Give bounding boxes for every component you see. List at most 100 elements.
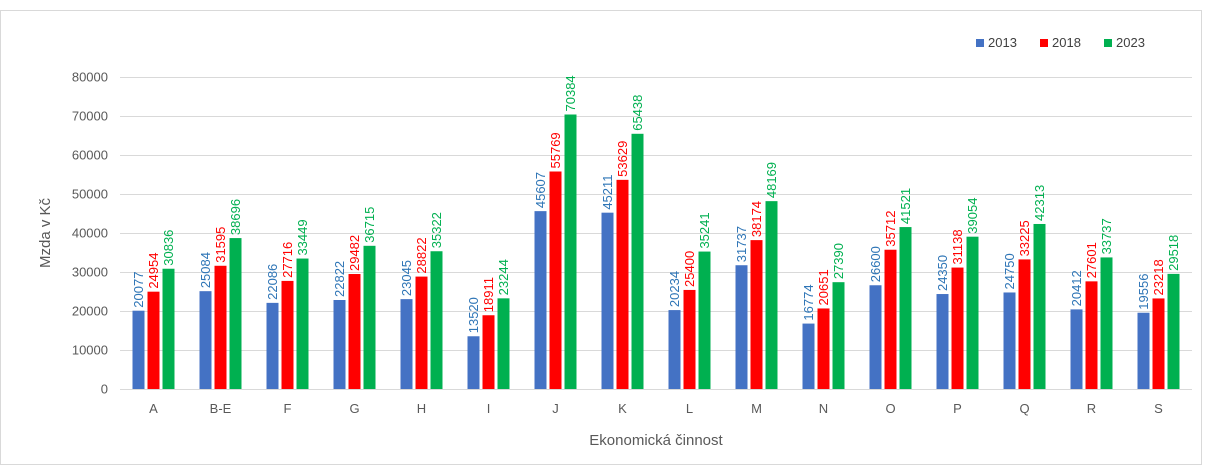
data-label-2013-P: 24350: [935, 255, 950, 291]
bar-2013-R: [1070, 309, 1083, 389]
data-label-2013-B-E: 25084: [198, 252, 213, 288]
y-tick-label: 60000: [72, 148, 108, 163]
bar-2013-O: [869, 285, 882, 389]
x-tick-label: H: [417, 401, 426, 416]
data-label-2013-Q: 24750: [1002, 253, 1017, 289]
data-label-2013-H: 23045: [399, 260, 414, 296]
data-label-2018-I: 18911: [481, 277, 496, 312]
bar-2023-P: [966, 236, 979, 389]
data-label-2023-I: 23244: [496, 259, 511, 295]
data-label-2018-B-E: 31595: [213, 227, 228, 263]
data-label-2013-L: 20234: [667, 271, 682, 307]
y-axis-title: Mzda v Kč: [37, 197, 54, 268]
legend: 2013 2018 2023: [976, 35, 1145, 50]
data-label-2013-R: 20412: [1069, 270, 1084, 306]
data-label-2013-S: 19556: [1136, 274, 1151, 310]
data-label-2018-R: 27601: [1084, 242, 1099, 278]
x-tick-label: Q: [1019, 401, 1029, 416]
data-label-2023-M: 48169: [764, 162, 779, 198]
bar-2013-M: [735, 265, 748, 389]
bar-2013-N: [802, 323, 815, 389]
bar-2018-P: [951, 267, 964, 389]
bar-2013-P: [936, 294, 949, 389]
data-label-2018-P: 31138: [950, 229, 965, 264]
bar-2018-A: [147, 291, 160, 389]
data-label-2023-R: 33737: [1099, 218, 1114, 254]
bar-2023-K: [631, 133, 644, 389]
bar-2023-J: [564, 114, 577, 389]
bar-2023-B-E: [229, 238, 242, 389]
legend-swatch-2013: [976, 39, 984, 47]
bar-2023-F: [296, 258, 309, 389]
bar-2018-N: [817, 308, 830, 389]
data-label-2018-K: 53629: [615, 141, 630, 177]
x-tick-label: J: [552, 401, 559, 416]
data-label-2023-K: 65438: [630, 95, 645, 131]
data-label-2023-G: 36715: [362, 207, 377, 243]
bar-2023-R: [1100, 257, 1113, 389]
bar-2018-F: [281, 280, 294, 389]
data-label-2013-I: 13520: [466, 297, 481, 333]
data-label-2018-J: 55769: [548, 132, 563, 168]
bar-2018-O: [884, 249, 897, 389]
bar-2018-R: [1085, 281, 1098, 389]
bar-2023-A: [162, 268, 175, 389]
bar-2018-K: [616, 179, 629, 389]
bar-2023-L: [698, 251, 711, 389]
data-label-2023-B-E: 38696: [228, 199, 243, 235]
data-label-2018-A: 24954: [146, 253, 161, 289]
y-tick-label: 80000: [72, 70, 108, 85]
y-tick-label: 20000: [72, 304, 108, 319]
data-label-2018-G: 29482: [347, 235, 362, 271]
bar-2023-H: [430, 251, 443, 389]
x-tick-label: I: [487, 401, 491, 416]
bar-2018-H: [415, 276, 428, 389]
data-label-2018-L: 25400: [682, 251, 697, 287]
bar-2023-Q: [1033, 223, 1046, 389]
bar-2013-I: [467, 336, 480, 389]
bar-2023-M: [765, 201, 778, 389]
data-label-2023-J: 70384: [563, 75, 578, 111]
y-tick-label: 30000: [72, 265, 108, 280]
bar-2013-L: [668, 310, 681, 389]
y-tick-label: 70000: [72, 109, 108, 124]
data-label-2013-F: 22086: [265, 264, 280, 300]
data-label-2018-O: 35712: [883, 211, 898, 247]
y-tick-label: 10000: [72, 343, 108, 358]
bar-2013-K: [601, 212, 614, 389]
x-axis-ticks: A B-E F G H I J K L M N O P Q R S: [149, 401, 1163, 416]
data-label-2013-G: 22822: [332, 261, 347, 297]
legend-swatch-2018: [1040, 39, 1048, 47]
bar-2023-S: [1167, 273, 1180, 389]
x-tick-label: L: [686, 401, 693, 416]
data-label-2013-O: 26600: [868, 246, 883, 282]
data-label-2013-A: 20077: [131, 272, 146, 308]
bar-2018-L: [683, 289, 696, 389]
data-label-2018-N: 20651: [816, 269, 831, 305]
bar-2013-B-E: [199, 291, 212, 389]
data-label-2023-S: 29518: [1166, 235, 1181, 271]
data-label-2023-P: 39054: [965, 198, 980, 234]
data-label-2023-A: 30836: [161, 230, 176, 266]
bar-2018-G: [348, 274, 361, 389]
data-label-2023-Q: 42313: [1032, 185, 1047, 221]
legend-swatch-2023: [1104, 39, 1112, 47]
bar-2018-J: [549, 171, 562, 389]
x-tick-label: A: [149, 401, 158, 416]
bar-2023-I: [497, 298, 510, 389]
bar-2018-M: [750, 240, 763, 389]
data-label-2023-O: 41521: [898, 188, 913, 224]
x-tick-label: P: [953, 401, 962, 416]
x-axis-title: Ekonomická činnost: [589, 432, 723, 449]
y-axis-ticks: 0 10000 20000 30000 40000 50000 60000 70000 8000…: [72, 70, 108, 397]
x-tick-label: B-E: [210, 401, 232, 416]
x-tick-label: N: [819, 401, 828, 416]
x-tick-label: K: [618, 401, 627, 416]
x-tick-label: S: [1154, 401, 1163, 416]
data-label-2018-H: 28822: [414, 237, 429, 273]
bar-2018-Q: [1018, 259, 1031, 389]
bar-2018-I: [482, 315, 495, 389]
bar-2018-B-E: [214, 265, 227, 389]
